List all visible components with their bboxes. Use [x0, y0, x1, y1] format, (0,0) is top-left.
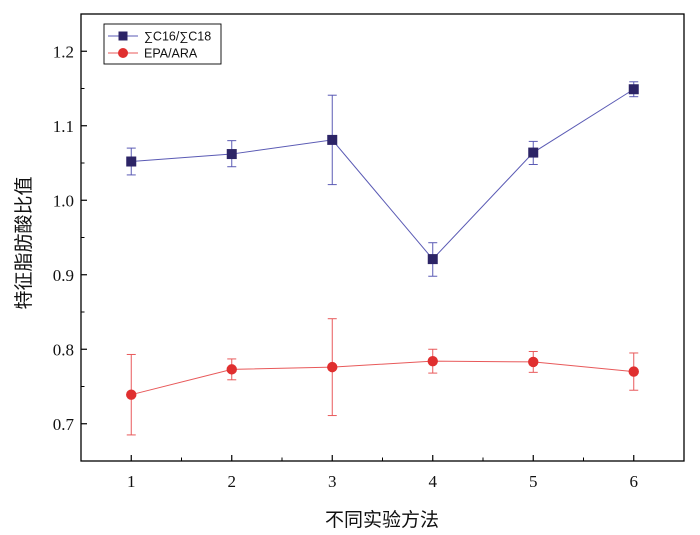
- data-point: [528, 147, 539, 158]
- series-line: [131, 88, 635, 260]
- data-point: [327, 134, 338, 145]
- data-point: [628, 366, 639, 377]
- x-axis-title: 不同实验方法: [325, 509, 439, 531]
- x-tick-label: 3: [328, 472, 337, 491]
- data-point: [226, 364, 237, 375]
- legend: ∑C16/∑C18 EPA/ARA: [103, 23, 222, 65]
- x-tick-label: 5: [529, 472, 538, 491]
- data-point: [327, 361, 338, 373]
- series-1: [126, 81, 639, 277]
- series-2: [126, 318, 639, 436]
- x-tick-label: 2: [228, 472, 237, 491]
- data-point: [528, 356, 539, 368]
- y-tick-label: 1.1: [53, 117, 74, 136]
- data-point: [126, 389, 137, 400]
- data-point: [126, 156, 137, 167]
- y-axis: 0.7 0.8 0.9 1.0 1.1 1.2: [53, 13, 87, 462]
- data-point: [628, 84, 639, 95]
- y-tick-label: 0.7: [53, 415, 75, 434]
- data-point: [427, 355, 438, 367]
- plot-frame: [80, 13, 685, 462]
- legend-marker-series-2: [118, 48, 128, 58]
- series-line: [131, 360, 634, 396]
- data-point: [427, 254, 438, 265]
- y-tick-label: 0.8: [53, 340, 74, 359]
- y-tick-label: 1.2: [53, 42, 74, 61]
- series-layer: [126, 81, 639, 436]
- x-tick-label: 6: [630, 472, 639, 491]
- legend-label-series-2: EPA/ARA: [144, 47, 198, 61]
- legend-label-series-1: ∑C16/∑C18: [144, 30, 211, 44]
- x-tick-label: 1: [127, 472, 136, 491]
- legend-marker-series-1: [118, 31, 128, 41]
- x-tick-label: 4: [429, 472, 438, 491]
- x-axis: 1 2 3 4 5 6: [127, 455, 638, 491]
- data-point: [226, 149, 237, 160]
- y-axis-title: 特征脂肪酸比值: [13, 176, 35, 309]
- y-tick-label: 0.9: [53, 266, 74, 285]
- y-tick-label: 1.0: [53, 191, 74, 210]
